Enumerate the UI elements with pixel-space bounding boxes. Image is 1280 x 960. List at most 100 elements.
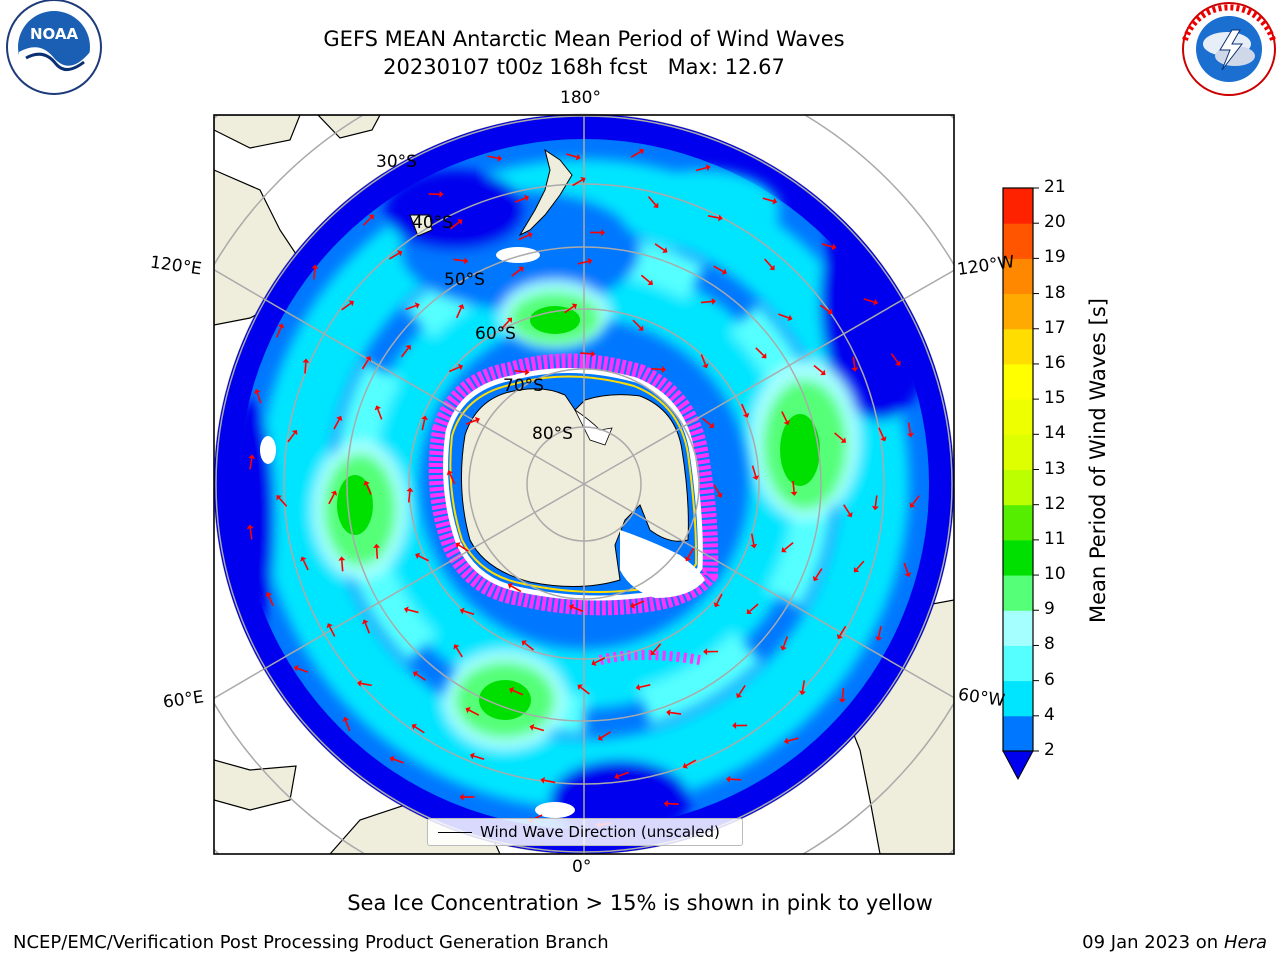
wave-arrow-shaft [453, 258, 465, 262]
wave-arrow-shaft [375, 547, 379, 559]
wave-arrow-head [716, 492, 723, 498]
wave-arrow-shaft [501, 319, 510, 330]
wave-arrow-shaft [544, 779, 556, 784]
wave-arrow-head [336, 415, 343, 422]
antarctica [460, 388, 689, 587]
wave-arrow-shaft [907, 422, 912, 434]
wave-arrow-head [357, 679, 362, 687]
wave-arrow-shaft [393, 758, 404, 764]
wave-arrow-shaft [741, 403, 747, 415]
wave-arrow-shaft [418, 555, 429, 562]
wave-arrow-head [469, 752, 475, 760]
wave-arrow-head [529, 724, 535, 731]
lon-label-0: 0° [572, 857, 592, 877]
colorbar-bin [1003, 434, 1033, 470]
graticule [215, 115, 953, 854]
wave-arrow-shaft [510, 585, 522, 593]
wave-arrow-head [587, 257, 593, 265]
wave-arrow-shaft [524, 642, 535, 651]
wave-arrow-head [650, 649, 656, 656]
wave-arrow-shaft [468, 709, 480, 716]
wave-arrow-head [721, 268, 727, 275]
colorbar-bin [1003, 258, 1033, 295]
wave-arrow-shaft [407, 491, 411, 503]
wave-arrow-head [638, 325, 644, 331]
sea-ice-note: Sea Ice Concentration > 15% is shown in … [347, 891, 933, 915]
wave-arrow-shaft [911, 495, 920, 505]
wave-arrow-head [647, 279, 653, 285]
wave-arrow-head [497, 154, 503, 162]
lon-label-180: 180° [560, 88, 601, 108]
wave-arrow-head [405, 344, 411, 351]
footer-credit: NCEP/EMC/Verification Post Processing Pr… [13, 932, 609, 953]
wave-arrow-shaft [781, 411, 788, 422]
wave-arrow-shaft [738, 684, 746, 696]
colorbar-tick-label: 12 [1044, 493, 1066, 514]
wave-arrow-shaft [813, 364, 823, 374]
wave-arrow-shaft [750, 533, 755, 545]
wave-arrow-shaft [815, 568, 823, 579]
wave-arrow-head [652, 202, 659, 208]
wave-arrow-shaft [276, 326, 282, 338]
wave-arrow-shaft [640, 274, 651, 283]
footer-date-text: 09 Jan 2023 on [1082, 932, 1224, 953]
wave-arrow-shaft [903, 562, 909, 574]
colorbar-tick-label: 21 [1044, 177, 1066, 197]
wave-arrow-shaft [670, 711, 682, 715]
wave-arrow-shaft [877, 626, 882, 638]
wave-arrow-head [591, 659, 597, 666]
wave-arrow-head [524, 194, 530, 202]
wave-arrow-shaft [633, 600, 645, 607]
wave-arrow-head [406, 487, 414, 492]
wave-arrow-shaft [572, 606, 584, 613]
wave-arrow-shaft [716, 593, 723, 605]
wave-arrow-head [711, 297, 716, 305]
wave-arrow-shaft [632, 319, 642, 329]
wave-arrow-shaft [455, 647, 463, 658]
wave-arrow-head [403, 606, 409, 614]
wave-arrow-head [302, 358, 310, 363]
wave-arrow-shaft [511, 268, 521, 277]
wave-arrow-head [732, 722, 737, 730]
map-frame [213, 114, 955, 855]
wave-arrow-head [684, 556, 691, 562]
wave-arrow-head [580, 176, 586, 184]
colorbar-tick-label: 6 [1044, 669, 1055, 690]
wave-arrow-head [540, 776, 545, 784]
wave-arrow-head [781, 546, 787, 553]
wave-arrow-shaft [328, 493, 335, 505]
colorbar-bin [1003, 575, 1033, 611]
wave-arrow-shaft [839, 625, 847, 637]
wave-arrow-head [799, 690, 806, 696]
wave-arrow-head [330, 490, 338, 496]
wave-arrow-head [875, 636, 883, 641]
wave-arrow-head [414, 302, 420, 309]
wave-arrow-head [518, 266, 524, 273]
wave-arrow-head [342, 716, 350, 722]
wave-arrow-shaft [287, 432, 296, 443]
wave-arrow-shaft [782, 636, 789, 648]
wave-arrow-head [635, 683, 641, 691]
wave-arrow-head [362, 619, 369, 625]
wave-arrow-shaft [841, 687, 845, 699]
lat-label-50s: 50°S [444, 270, 485, 290]
wave-arrow-head [718, 214, 723, 222]
wave-arrow-head [326, 623, 333, 629]
colorbar-tick-label: 20 [1044, 212, 1066, 233]
wave-arrow-shaft [449, 473, 456, 485]
wave-arrow-shaft [458, 544, 469, 552]
wave-arrow-head [663, 800, 668, 808]
wave-arrow-head [590, 350, 596, 358]
wave-arrow-head [638, 148, 645, 155]
lat-label-80s: 80°S [532, 424, 573, 444]
wave-arrow-shaft [762, 197, 774, 202]
wave-arrow-head [338, 556, 346, 561]
wave-arrow-shaft [647, 196, 657, 206]
wave-arrow-shaft [580, 686, 590, 695]
sea-ice [428, 353, 719, 665]
wave-arrow-head [820, 369, 826, 376]
colorbar-tick-label: 4 [1044, 704, 1055, 725]
wave-arrow-shaft [878, 427, 885, 439]
wave-arrow-head [446, 470, 454, 476]
wave-arrow-head [827, 308, 833, 315]
